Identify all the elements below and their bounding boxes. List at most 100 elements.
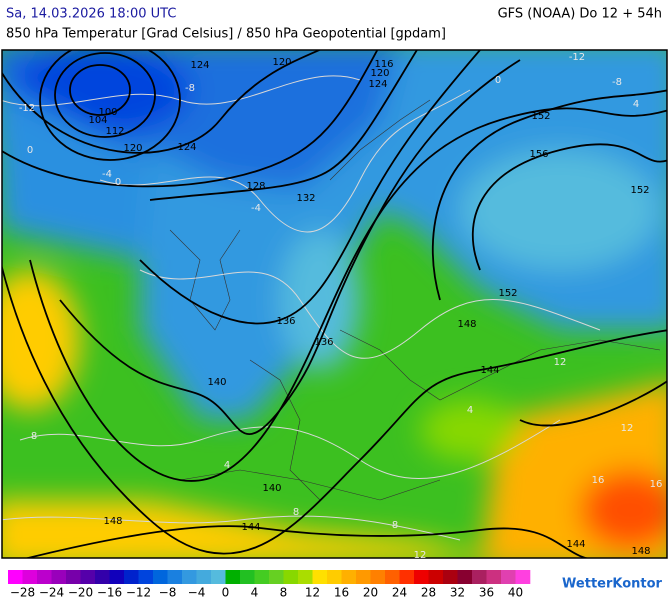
geopotential-label: 104 xyxy=(88,115,107,126)
colorbar-swatch xyxy=(472,570,487,584)
colorbar-swatch xyxy=(312,570,328,584)
geopotential-label: 156 xyxy=(529,149,548,160)
temperature-label: -8 xyxy=(612,77,622,88)
colorbar-swatch xyxy=(486,570,502,584)
geopotential-label: 144 xyxy=(566,539,585,550)
temperature-label: 12 xyxy=(621,423,634,434)
geopotential-label: 148 xyxy=(631,546,650,557)
temperature-label: -12 xyxy=(569,52,585,63)
geopotential-label: 136 xyxy=(276,316,295,327)
colorbar-swatch xyxy=(196,570,212,584)
colorbar-swatch xyxy=(8,570,23,584)
colorbar-label: −28 xyxy=(10,586,35,600)
colorbar-swatch xyxy=(66,570,81,584)
temperature-label: 0 xyxy=(27,145,33,156)
colorbar-label: 0 xyxy=(222,586,230,600)
geopotential-label: 136 xyxy=(314,337,333,348)
geopotential-label: 128 xyxy=(246,181,265,192)
colorbar-label: 20 xyxy=(363,586,378,600)
geopotential-label: 120 xyxy=(370,68,389,79)
colorbar-swatch xyxy=(182,570,197,584)
temperature-label: 8 xyxy=(392,520,398,531)
temperature-label: -4 xyxy=(102,169,112,180)
map-frame xyxy=(1,49,668,559)
geopotential-label: 140 xyxy=(262,483,281,494)
model: GFS (NOAA) Do 12 + 54h xyxy=(498,7,662,22)
temperature-label: 4 xyxy=(467,405,473,416)
geopotential-label: 152 xyxy=(498,288,517,299)
temperature-label: -4 xyxy=(251,203,261,214)
date: Sa, 14.03.2026 18:00 UTC xyxy=(6,7,176,22)
colorbar-label: −24 xyxy=(39,586,64,600)
temperature-label: 0 xyxy=(495,75,501,86)
subtitle: 850 hPa Temperatur [Grad Celsius] / 850 … xyxy=(6,27,446,42)
colorbar-label: −20 xyxy=(68,586,93,600)
geopotential-label: 120 xyxy=(272,57,291,68)
colorbar-swatch xyxy=(269,570,284,584)
temperature-label: 4 xyxy=(633,99,639,110)
isotherms xyxy=(2,75,601,541)
colorbar-swatch xyxy=(501,570,516,584)
colorbar-swatch xyxy=(515,570,531,584)
geopotential-label: 132 xyxy=(296,193,315,204)
temperature-label: 12 xyxy=(554,357,567,368)
colorbar-label: 4 xyxy=(251,586,259,600)
colorbar-label: 28 xyxy=(421,586,436,600)
temperature-label: 16 xyxy=(592,475,605,486)
colorbar-swatch xyxy=(254,570,270,584)
geopotential-label: 124 xyxy=(190,60,209,71)
colorbar-label: 36 xyxy=(479,586,494,600)
colorbar-label: 8 xyxy=(280,586,288,600)
geopotential-label: 100 xyxy=(98,107,117,118)
colorbar-swatch xyxy=(327,570,342,584)
logo: WetterKontor xyxy=(562,577,663,592)
colorbar-swatch xyxy=(240,570,255,584)
colorbar-swatch xyxy=(153,570,168,584)
colorbar-label: −16 xyxy=(97,586,122,600)
colorbar-label: 32 xyxy=(450,586,465,600)
temperature-label: 8 xyxy=(293,507,299,518)
colorbar-swatch xyxy=(443,570,458,584)
colorbar-label: 16 xyxy=(334,586,349,600)
colorbar-label: 40 xyxy=(508,586,523,600)
geopotential-label: 144 xyxy=(241,522,260,533)
geopotential-label: 124 xyxy=(368,79,387,90)
colorbar-label: −8 xyxy=(159,586,177,600)
colorbar-swatch xyxy=(138,570,154,584)
geopotential-label: 152 xyxy=(531,111,550,122)
colorbar-swatch xyxy=(457,570,473,584)
colorbar-swatch xyxy=(356,570,371,584)
colorbar-swatch xyxy=(22,570,38,584)
colorbar-swatch xyxy=(385,570,400,584)
temperature-label: 12 xyxy=(414,550,427,561)
colorbar-label: −4 xyxy=(188,586,206,600)
temperature-label: -12 xyxy=(19,103,35,114)
temperature-label: 16 xyxy=(650,479,663,490)
colorbar-swatch xyxy=(399,570,415,584)
map xyxy=(2,50,667,558)
colorbar-label: 24 xyxy=(392,586,407,600)
temperature-label: 8 xyxy=(31,431,37,442)
colorbar-swatch xyxy=(428,570,444,584)
colorbar-label: 12 xyxy=(305,586,320,600)
colorbar-swatch xyxy=(211,570,226,584)
colorbar-swatch xyxy=(341,570,357,584)
colorbar-swatch xyxy=(370,570,386,584)
colorbar-swatch xyxy=(414,570,429,584)
colorbar-swatch xyxy=(37,570,52,584)
colorbar-swatch xyxy=(225,570,241,584)
geopotential-contours xyxy=(2,50,667,558)
colorbar-swatch xyxy=(109,570,125,584)
geopotential-label: 116 xyxy=(374,59,393,70)
colorbar-swatch xyxy=(95,570,110,584)
geopotential-label: 148 xyxy=(103,516,122,527)
temperature-label: -8 xyxy=(185,83,195,94)
geopotential-label: 112 xyxy=(105,126,124,137)
geopotential-label: 124 xyxy=(177,142,196,153)
colorbar-swatch xyxy=(51,570,67,584)
geopotential-label: 120 xyxy=(123,143,142,154)
colorbar-swatch xyxy=(80,570,96,584)
colorbar: −28 −24 −20 −16 −12 −8 −4 0 4 8 12 16 20 24 28 32 36 40 xyxy=(8,570,531,600)
